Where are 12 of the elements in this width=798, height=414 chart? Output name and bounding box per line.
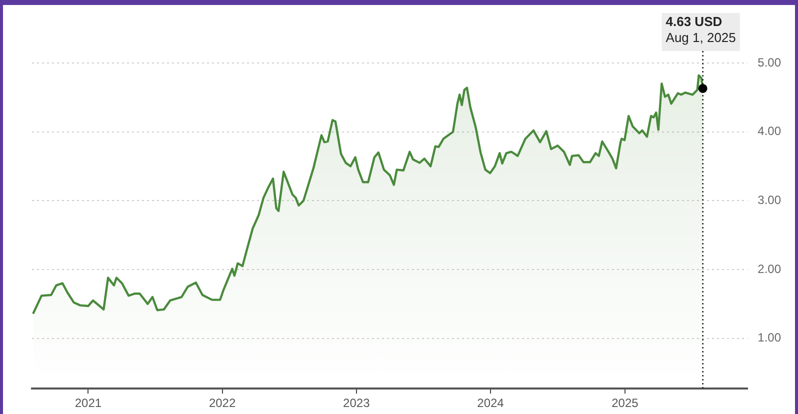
x-tick-label: 2022: [208, 396, 236, 410]
text: Aug 1, 2025: [666, 30, 736, 46]
y-tick-label: 3.00: [758, 192, 782, 207]
x-tick-label: 2024: [477, 396, 504, 410]
y-tick-label: 5.00: [758, 55, 782, 70]
text: 4.63 USD: [666, 14, 722, 30]
y-tick-label: 2.00: [758, 262, 782, 276]
x-tick-label: 2025: [612, 396, 639, 410]
x-tick-label: 2023: [343, 396, 370, 410]
y-tick-label: 4.00: [758, 124, 782, 138]
x-tick-label: 2021: [74, 396, 102, 410]
y-tick-label: 1.00: [758, 330, 782, 345]
